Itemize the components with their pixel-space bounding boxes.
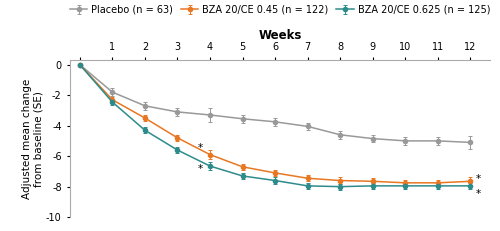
Legend: Placebo (n = 63), BZA 20/CE 0.45 (n = 122), BZA 20/CE 0.625 (n = 125): Placebo (n = 63), BZA 20/CE 0.45 (n = 12… xyxy=(70,5,490,15)
Text: *: * xyxy=(198,164,203,174)
Text: *: * xyxy=(198,143,203,153)
Text: *: * xyxy=(476,174,480,184)
X-axis label: Weeks: Weeks xyxy=(258,29,302,42)
Text: *: * xyxy=(476,188,480,198)
Y-axis label: Adjusted mean change
from baseline (SE): Adjusted mean change from baseline (SE) xyxy=(22,79,43,199)
